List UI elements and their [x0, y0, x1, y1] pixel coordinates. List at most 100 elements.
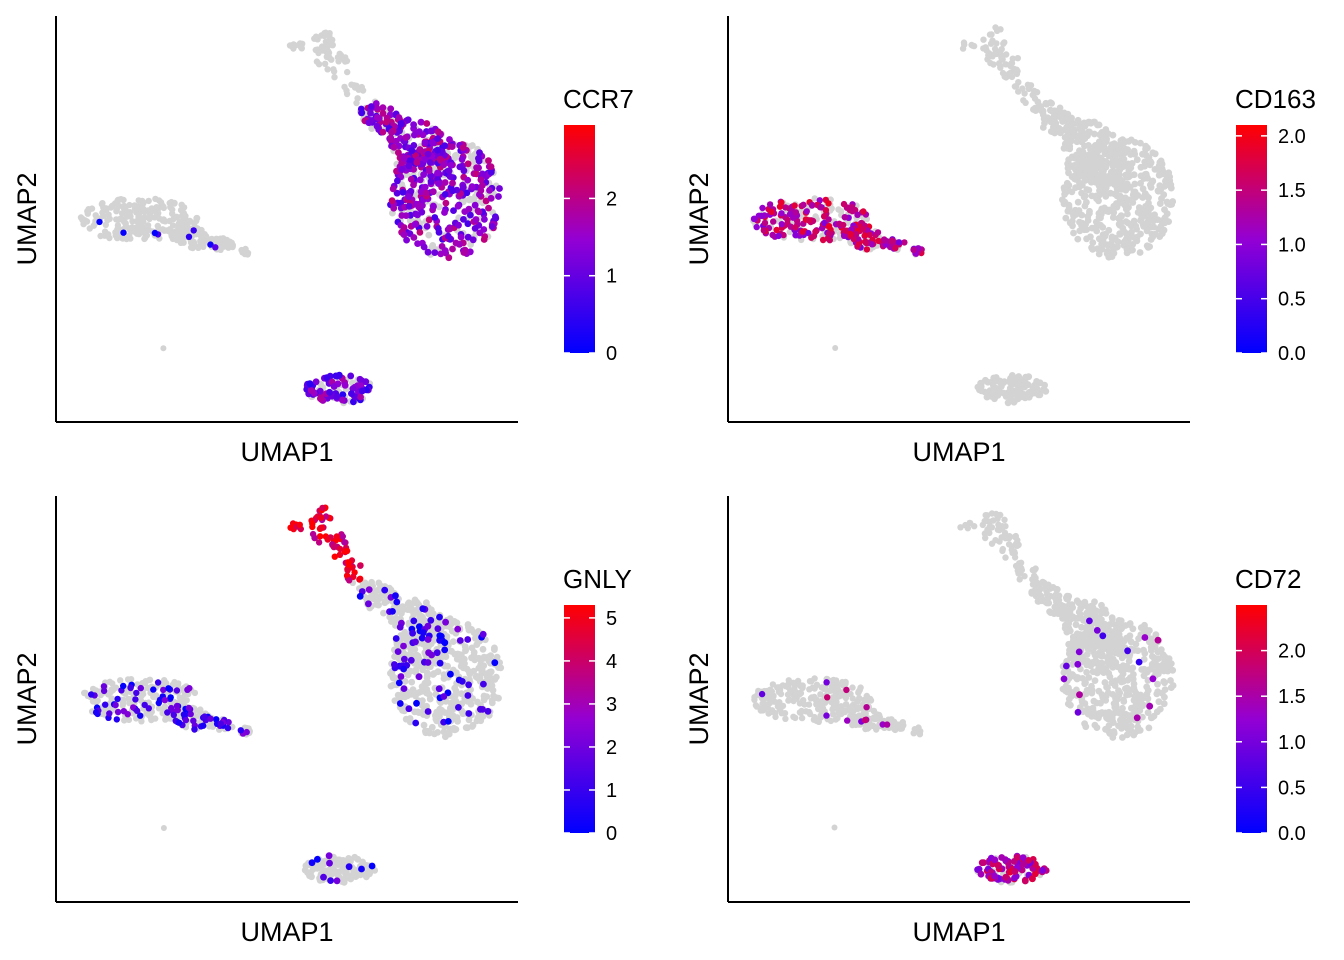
cell-point — [497, 664, 505, 672]
cell-point-expressing — [395, 149, 402, 157]
cell-point — [1087, 165, 1095, 173]
cell-point — [1105, 652, 1113, 659]
cell-point — [122, 205, 129, 213]
cell-point — [983, 47, 990, 54]
cell-point — [849, 721, 856, 729]
cell-point-expressing — [758, 212, 765, 220]
cell-point — [1113, 707, 1121, 715]
cell-point-expressing — [365, 586, 373, 593]
cell-point — [1021, 90, 1028, 97]
cell-point — [410, 611, 418, 618]
cell-point-expressing — [843, 686, 850, 694]
cell-point — [458, 690, 465, 698]
cell-point — [1112, 698, 1120, 706]
cell-point-expressing — [862, 239, 870, 247]
cell-point — [1074, 235, 1082, 243]
cell-point — [1070, 229, 1077, 237]
cell-point — [1130, 217, 1138, 225]
cell-point — [1103, 683, 1110, 691]
cell-point-expressing — [399, 189, 407, 196]
cell-point-expressing — [471, 225, 479, 232]
cell-point — [985, 52, 992, 59]
cell-point — [1084, 213, 1092, 220]
cell-point — [765, 710, 772, 717]
cell-point — [806, 686, 813, 693]
cell-point-expressing — [396, 700, 404, 707]
cell-point-expressing — [398, 120, 406, 128]
cell-point-expressing — [477, 187, 485, 194]
cell-point-expressing — [182, 716, 190, 724]
cell-point — [114, 222, 122, 229]
y-axis-title: UMAP2 — [12, 172, 42, 265]
cell-point — [228, 239, 235, 246]
cell-point — [107, 204, 115, 211]
cell-point-expressing — [464, 160, 472, 168]
cell-point-expressing — [393, 598, 401, 606]
cell-point — [870, 707, 878, 715]
cell-point-expressing — [400, 155, 408, 162]
cell-point-expressing — [412, 638, 419, 646]
cell-point — [1123, 173, 1130, 181]
cell-point-expressing — [315, 539, 323, 546]
cell-point-expressing — [212, 244, 219, 251]
cell-point-expressing — [436, 659, 444, 667]
cell-point — [99, 710, 107, 717]
cell-point-expressing — [787, 223, 794, 230]
cell-point-expressing — [840, 200, 848, 208]
cell-point — [160, 203, 167, 210]
cell-point — [1031, 588, 1039, 595]
cell-point — [358, 83, 365, 91]
legend-tick-label: 0.0 — [1278, 343, 1306, 365]
cell-point-expressing — [415, 203, 422, 211]
cell-point — [818, 684, 825, 691]
cell-point — [1067, 122, 1075, 129]
cell-point-expressing — [207, 241, 214, 248]
cell-point — [992, 374, 1000, 381]
cell-point — [988, 540, 996, 547]
cell-point — [315, 49, 322, 57]
cell-point — [1001, 516, 1008, 523]
cell-point — [1015, 541, 1022, 548]
cell-point — [160, 345, 167, 352]
cell-point-expressing — [434, 225, 442, 232]
cell-point-expressing — [874, 229, 882, 236]
cell-point — [111, 200, 119, 207]
cell-point — [1063, 628, 1071, 636]
cell-point-expressing — [1039, 866, 1046, 874]
cell-point — [1098, 601, 1105, 609]
cell-point — [991, 395, 998, 403]
cell-point — [1025, 393, 1033, 401]
cell-point — [117, 677, 124, 684]
cell-point — [1110, 728, 1118, 735]
legend-tick-label: 2 — [606, 188, 617, 210]
cell-point-expressing — [440, 161, 448, 169]
cell-point-expressing — [883, 721, 891, 728]
cell-point-expressing — [411, 131, 418, 139]
cell-point — [1053, 586, 1061, 593]
cell-point-expressing — [467, 211, 474, 219]
cell-point — [1131, 234, 1138, 242]
cell-point — [1105, 722, 1113, 729]
cell-point — [324, 66, 331, 73]
cell-point — [222, 237, 230, 244]
cell-point — [155, 209, 162, 217]
cell-point-expressing — [379, 110, 387, 117]
cell-point — [1104, 689, 1112, 697]
cell-point — [1090, 147, 1098, 155]
cell-point — [171, 678, 178, 686]
cell-point — [808, 678, 815, 685]
cell-point-expressing — [410, 166, 417, 173]
cell-point — [1098, 246, 1106, 253]
cell-point-expressing — [475, 208, 483, 216]
cell-point-expressing — [446, 173, 454, 181]
cell-point-expressing — [808, 202, 816, 209]
legend-tick-label: 0 — [606, 343, 617, 365]
cell-point-expressing — [442, 618, 449, 626]
cell-point-expressing — [150, 686, 157, 693]
cell-point — [1081, 707, 1089, 715]
cell-point-expressing — [168, 704, 175, 712]
cell-point — [1114, 186, 1121, 194]
cell-point-expressing — [485, 157, 492, 165]
cell-point-expressing — [433, 649, 441, 657]
cell-point-expressing — [1013, 854, 1021, 861]
